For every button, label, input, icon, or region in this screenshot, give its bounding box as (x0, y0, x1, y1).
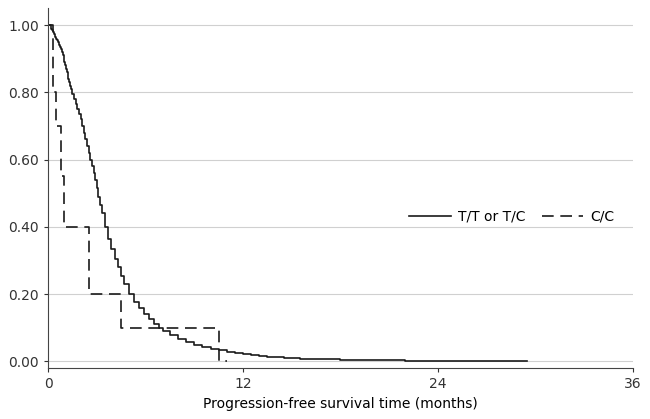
Legend: T/T or T/C, C/C: T/T or T/C, C/C (404, 204, 620, 230)
X-axis label: Progression-free survival time (months): Progression-free survival time (months) (203, 397, 478, 411)
